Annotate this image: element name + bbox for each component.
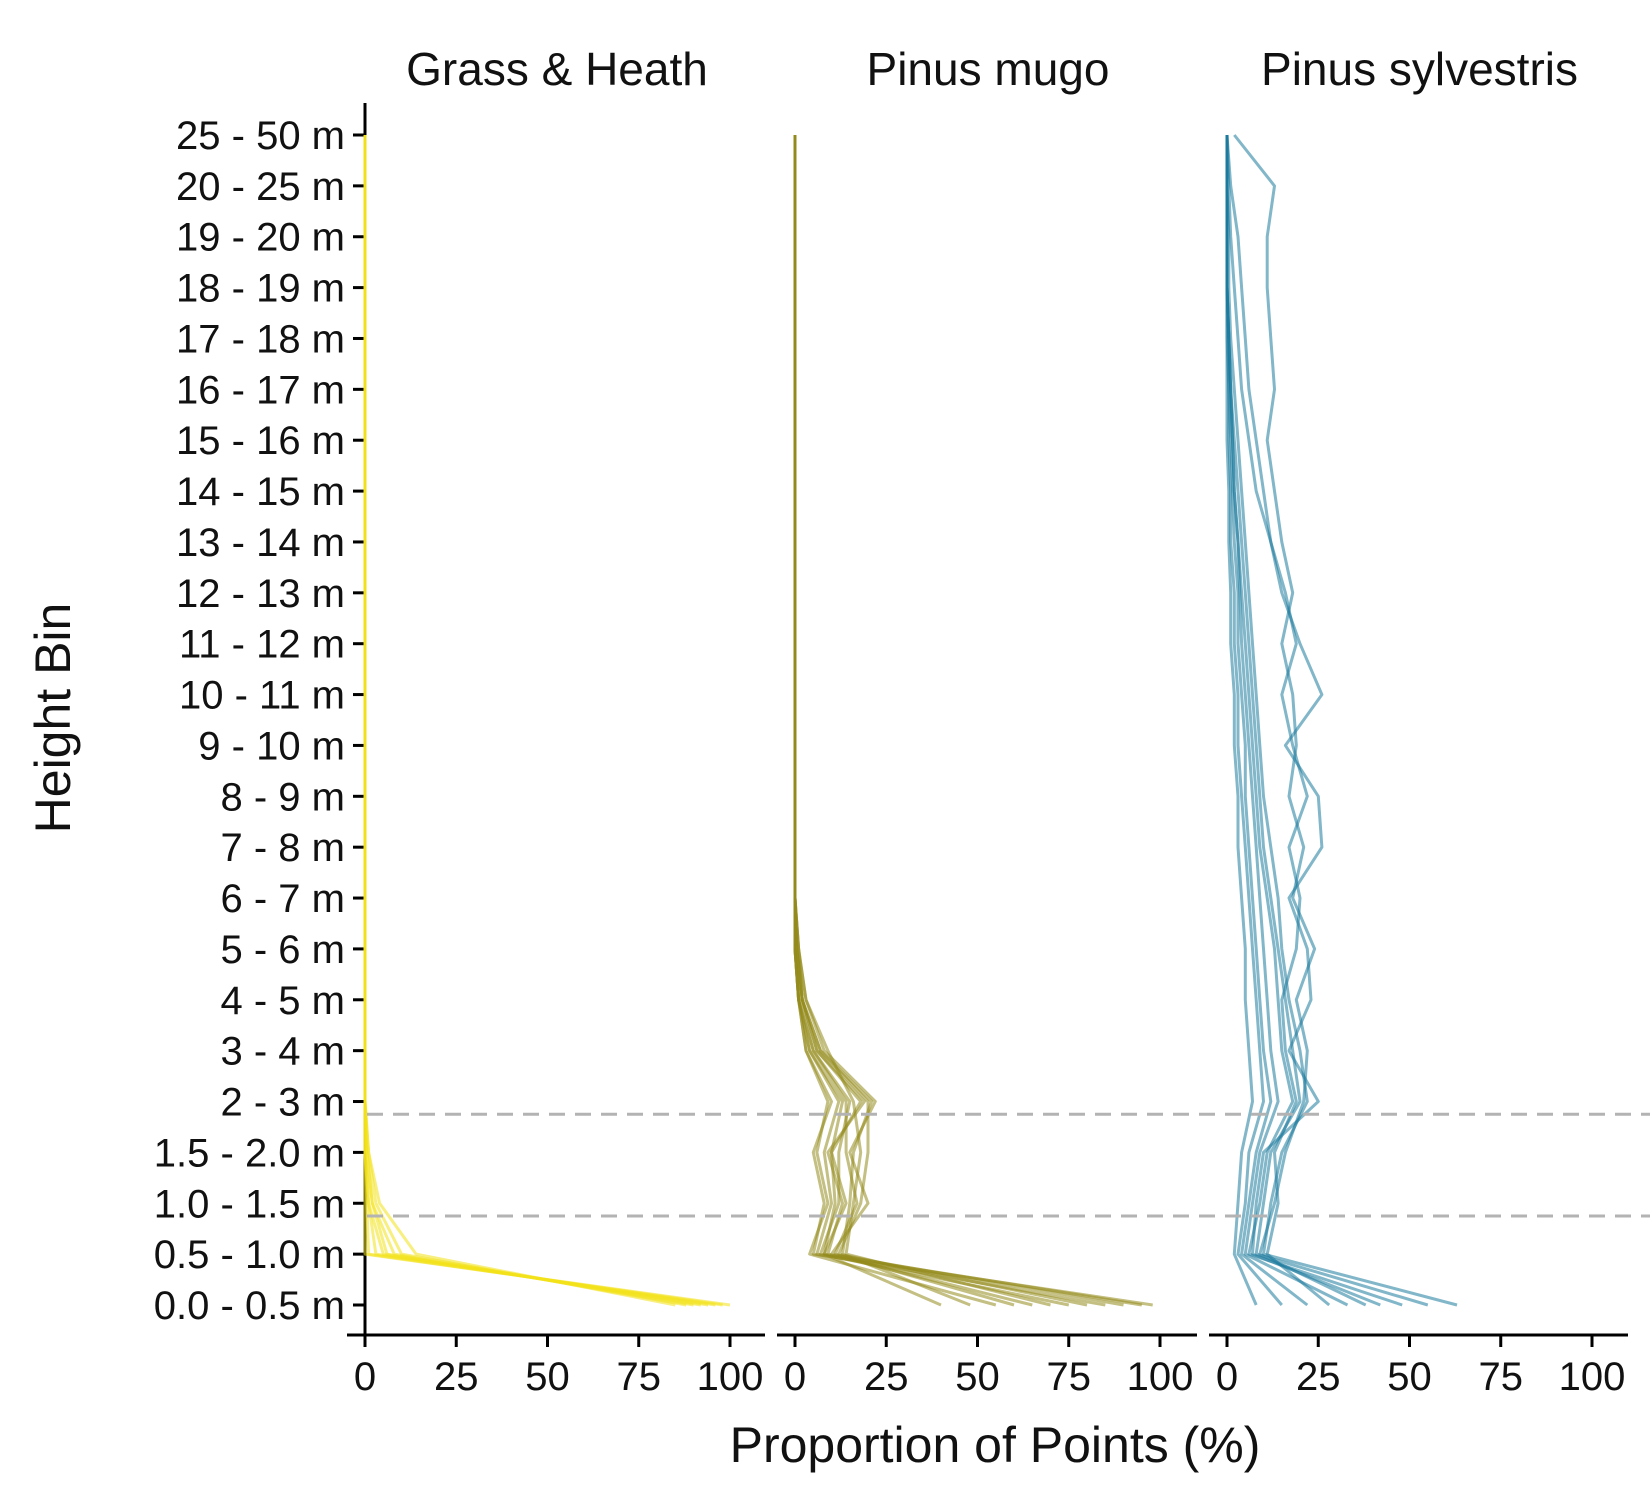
series-line — [363, 135, 716, 1307]
x-tick-label: 75 — [1479, 1355, 1524, 1399]
series-line — [363, 135, 702, 1307]
series-line — [1233, 134, 1367, 1307]
panel-title: Pinus mugo — [867, 43, 1110, 95]
y-tick-label: 3 - 4 m — [221, 1030, 345, 1074]
x-tick-label: 50 — [955, 1355, 1000, 1399]
y-tick-label: 19 - 20 m — [176, 216, 345, 260]
panel-title: Grass & Heath — [406, 43, 708, 95]
series-line — [1225, 134, 1331, 1307]
y-tick-label: 2 - 3 m — [221, 1081, 345, 1125]
series-line — [363, 135, 694, 1307]
y-axis: 0.0 - 0.5 m 0.5 - 1.0 m 1.0 - 1.5 m 1.5 - 2… — [154, 103, 367, 1335]
y-tick-label: 1.5 - 2.0 m — [154, 1131, 345, 1175]
x-tick-label: 75 — [617, 1355, 662, 1399]
y-tick-label: 6 - 7 m — [221, 877, 345, 921]
x-tick-label: 50 — [525, 1355, 570, 1399]
series-line — [793, 135, 942, 1307]
series-line — [363, 135, 687, 1307]
x-tick-label: 75 — [1047, 1355, 1092, 1399]
series-line — [793, 135, 1153, 1307]
series-line — [793, 135, 997, 1307]
series-line — [793, 135, 1106, 1307]
x-tick-label: 100 — [1127, 1355, 1194, 1399]
y-tick-label: 0.5 - 1.0 m — [154, 1233, 345, 1277]
y-tick-label: 5 - 6 m — [221, 928, 345, 972]
y-tick-label: 10 - 11 m — [179, 674, 345, 718]
y-tick-label: 4 - 5 m — [221, 979, 345, 1023]
x-tick-label: 0 — [354, 1355, 376, 1399]
series-line — [1225, 135, 1458, 1307]
y-axis-title: Height Bin — [25, 603, 81, 834]
chart-panels: Grass & Heath 0 25 50 75 100 Pinus mugo 0 25 50 75… — [347, 43, 1628, 1399]
y-tick-label: 12 - 13 m — [176, 572, 345, 616]
y-tick-label: 25 - 50 m — [176, 114, 345, 158]
x-tick-label: 100 — [697, 1355, 764, 1399]
y-tick-label: 9 - 10 m — [198, 724, 345, 768]
y-tick-label: 14 - 15 m — [176, 470, 345, 514]
x-tick-label: 25 — [434, 1355, 479, 1399]
series-line — [793, 135, 1088, 1307]
y-tick-label: 20 - 25 m — [176, 165, 345, 209]
panel-title: Pinus sylvestris — [1261, 43, 1578, 95]
series-line — [363, 135, 731, 1307]
y-tick-label: 11 - 12 m — [179, 623, 345, 667]
panel-1: Grass & Heath 0 25 50 75 100 — [347, 43, 765, 1399]
y-tick-label: 16 - 17 m — [176, 368, 345, 412]
x-tick-label: 50 — [1387, 1355, 1432, 1399]
y-tick-label: 0.0 - 0.5 m — [154, 1284, 345, 1328]
y-tick-label: 18 - 19 m — [176, 267, 345, 311]
y-tick-label: 15 - 16 m — [176, 419, 345, 463]
series-line — [1225, 134, 1381, 1307]
series-line — [363, 135, 676, 1307]
y-tick-label: 1.0 - 1.5 m — [154, 1182, 345, 1226]
series-line — [793, 135, 1051, 1307]
reference-lines — [367, 1112, 1650, 1218]
series-line — [1225, 135, 1258, 1306]
x-tick-label: 25 — [1296, 1355, 1341, 1399]
series-line — [363, 135, 709, 1307]
panel-3: Pinus sylvestris 0 25 50 75 100 — [1209, 43, 1628, 1399]
series-line — [363, 135, 723, 1307]
panel-2: Pinus mugo 0 25 50 75 100 — [777, 43, 1197, 1399]
x-tick-label: 0 — [784, 1355, 806, 1399]
y-tick-label: 17 - 18 m — [176, 317, 345, 361]
x-tick-label: 25 — [864, 1355, 909, 1399]
y-tick-label: 13 - 14 m — [176, 521, 345, 565]
y-tick-label: 7 - 8 m — [221, 826, 345, 870]
x-tick-label: 100 — [1559, 1355, 1626, 1399]
x-axis-title: Proportion of Points (%) — [730, 1417, 1261, 1473]
x-tick-label: 0 — [1216, 1355, 1238, 1399]
series-line — [793, 135, 1015, 1307]
y-tick-label: 8 - 9 m — [221, 775, 345, 819]
